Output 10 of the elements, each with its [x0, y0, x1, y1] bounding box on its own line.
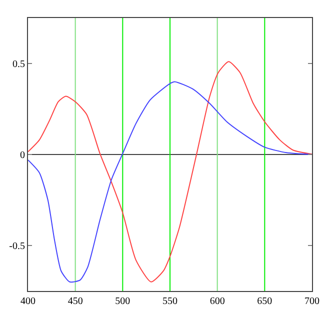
x-tick-label: 500	[115, 296, 130, 307]
x-tick-label: 450	[68, 296, 83, 307]
y-tick-label: 0	[20, 150, 25, 161]
x-tick-label: 400	[20, 296, 36, 307]
x-tick-label: 650	[257, 296, 272, 307]
x-tick-label: 550	[162, 296, 178, 307]
y-tick-label: 0.5	[12, 59, 25, 70]
y-tick-label: -0.5	[9, 241, 25, 252]
x-tick-label: 600	[210, 296, 225, 307]
x-tick-label: 700	[304, 296, 320, 307]
